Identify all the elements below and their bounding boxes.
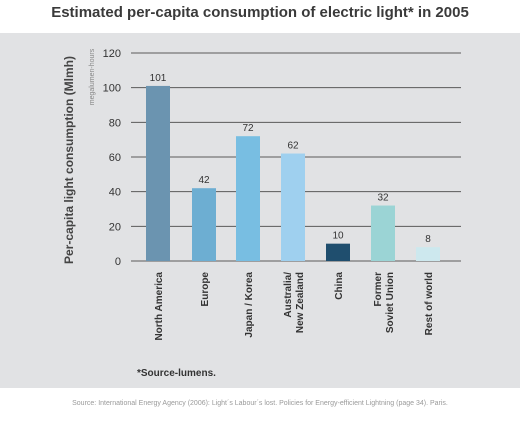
bar-value-label: 32 bbox=[377, 193, 389, 204]
y-axis-label: Per-capita light consumption (Mlmh) bbox=[62, 56, 76, 264]
x-tick-labels: North America Europe Japan / Korea Australi… bbox=[154, 272, 435, 341]
x-tick-label-line: New Zealand bbox=[295, 272, 306, 333]
bar bbox=[192, 188, 216, 261]
x-tick-label-line: Former bbox=[373, 272, 384, 307]
x-tick-label: Rest of world bbox=[424, 272, 435, 335]
bar-value-label: 42 bbox=[198, 175, 210, 186]
y-tick-label: 100 bbox=[103, 83, 121, 95]
bar-value-label: 72 bbox=[242, 123, 254, 134]
x-tick-label: Europe bbox=[200, 272, 211, 307]
y-tick-labels: 0 20 40 60 80 100 120 bbox=[103, 48, 121, 268]
x-tick-label-line: Europe bbox=[200, 272, 211, 307]
bar-value-label: 10 bbox=[332, 231, 344, 242]
x-tick-label: North America bbox=[154, 272, 165, 341]
bar bbox=[281, 153, 305, 261]
y-tick-label: 80 bbox=[109, 117, 121, 129]
x-tick-label: Australia/New Zealand bbox=[283, 272, 306, 333]
bar bbox=[326, 243, 350, 261]
x-tick-label: China bbox=[334, 272, 345, 300]
chart-title: Estimated per-capita consumption of elec… bbox=[51, 4, 469, 21]
y-axis-sublabel: megalumen-hours bbox=[89, 48, 96, 105]
y-tick-label: 60 bbox=[109, 152, 121, 164]
x-tick-label-line: China bbox=[334, 272, 345, 300]
y-tick-label: 40 bbox=[109, 187, 121, 199]
x-tick-label: Former Soviet Union bbox=[373, 272, 396, 333]
bar bbox=[236, 136, 260, 261]
y-tick-label: 120 bbox=[103, 48, 121, 60]
source-note: Source: International Energy Agency (200… bbox=[72, 400, 448, 407]
bar bbox=[146, 85, 170, 261]
footnote: *Source-lumens. bbox=[137, 368, 216, 379]
x-tick-label-line: Soviet Union bbox=[385, 272, 396, 333]
bar-value-label: 62 bbox=[287, 141, 299, 152]
bar-value-label: 101 bbox=[150, 73, 167, 84]
x-tick-label-line: Rest of world bbox=[424, 272, 435, 335]
x-tick-label-line: North America bbox=[154, 272, 165, 341]
bars bbox=[146, 85, 440, 261]
y-tick-label: 0 bbox=[115, 256, 121, 268]
x-tick-label-line: Australia/ bbox=[283, 272, 294, 318]
bar bbox=[416, 247, 440, 261]
bar-value-label: 8 bbox=[425, 234, 431, 245]
x-tick-label-line: Japan / Korea bbox=[244, 272, 255, 338]
bar bbox=[371, 205, 395, 261]
x-tick-label: Japan / Korea bbox=[244, 272, 255, 338]
y-tick-label: 20 bbox=[109, 221, 121, 233]
value-labels: 101 42 72 62 10 32 8 bbox=[150, 73, 432, 245]
